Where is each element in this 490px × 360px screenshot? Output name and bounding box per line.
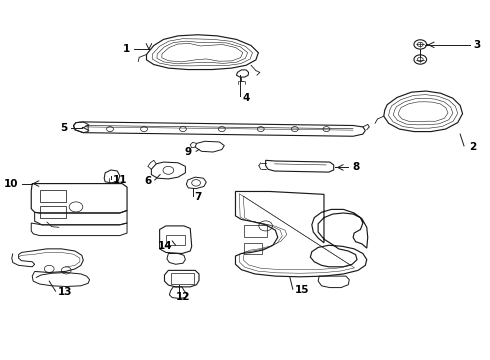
Text: 6: 6 — [144, 176, 151, 186]
Text: 8: 8 — [352, 162, 360, 172]
Bar — [166, 234, 185, 245]
Text: 13: 13 — [57, 287, 72, 297]
Text: 2: 2 — [469, 142, 476, 152]
Bar — [171, 273, 194, 284]
Bar — [40, 206, 66, 218]
Text: 11: 11 — [112, 175, 127, 185]
Text: 4: 4 — [242, 93, 250, 103]
Bar — [40, 190, 66, 202]
Text: 15: 15 — [295, 285, 309, 296]
Text: 14: 14 — [158, 241, 172, 251]
Text: 12: 12 — [176, 292, 190, 302]
Text: 7: 7 — [194, 192, 201, 202]
Bar — [244, 243, 262, 253]
Bar — [244, 225, 267, 237]
Text: 1: 1 — [123, 44, 130, 54]
Text: 9: 9 — [185, 147, 192, 157]
Text: 5: 5 — [60, 123, 67, 132]
Text: 3: 3 — [474, 40, 481, 50]
Text: 10: 10 — [4, 179, 19, 189]
